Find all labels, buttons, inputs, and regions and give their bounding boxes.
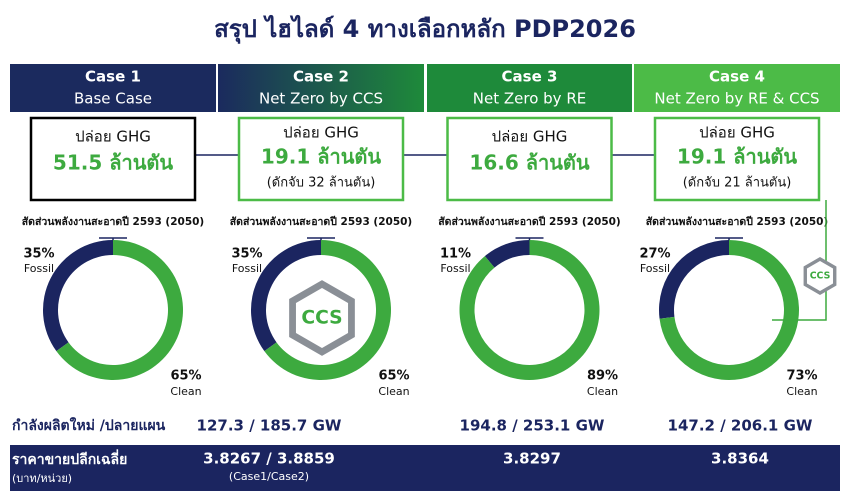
case-header bbox=[634, 64, 840, 112]
clean-label: Clean bbox=[170, 385, 201, 398]
pie-title: สัดส่วนพลังงานสะอาดปี 2593 (2050) bbox=[646, 215, 828, 228]
case-header bbox=[218, 64, 424, 112]
title: สรุป ไฮไลด์ 4 ทางเลือกหลัก PDP2026 bbox=[214, 14, 636, 45]
case-header bbox=[10, 64, 216, 112]
case-name: Case 2 bbox=[293, 68, 349, 86]
price-note: (Case1/Case2) bbox=[229, 470, 309, 483]
ccs-link bbox=[772, 200, 827, 321]
case-name: Case 3 bbox=[502, 68, 558, 86]
ghg-box bbox=[446, 116, 613, 202]
ccs-text: CCS bbox=[301, 308, 342, 329]
price-band bbox=[10, 445, 840, 491]
ccs-icon bbox=[803, 257, 837, 295]
pie-title: สัดส่วนพลังงานสะอาดปี 2593 (2050) bbox=[230, 215, 412, 228]
price-value: 3.8267 / 3.8859 bbox=[203, 450, 335, 468]
case-subtitle: Net Zero by RE bbox=[473, 90, 586, 108]
ghg-label: ปล่อย GHG bbox=[699, 124, 775, 142]
pie-title: สัดส่วนพลังงานสะอาดปี 2593 (2050) bbox=[438, 215, 620, 228]
price-label: ราคาขายปลีกเฉลี่ย bbox=[12, 449, 127, 468]
capacity-label: กำลังผลิตใหม่ /ปลายแผน bbox=[12, 416, 166, 434]
case-subtitle: Net Zero by CCS bbox=[259, 90, 383, 108]
ghg-value: 19.1 ล้านตัน bbox=[677, 145, 797, 169]
case-name: Case 1 bbox=[85, 68, 141, 86]
clean-label: Clean bbox=[378, 385, 409, 398]
capacity-value: 147.2 / 206.1 GW bbox=[668, 417, 813, 435]
pie-slice bbox=[459, 240, 600, 380]
ghg-box bbox=[653, 116, 821, 202]
ghg-capture: (ดักจับ 21 ล้านตัน) bbox=[683, 176, 792, 191]
clean-label: Clean bbox=[587, 385, 618, 398]
fossil-label: Fossil bbox=[232, 262, 262, 275]
fossil-label: Fossil bbox=[640, 262, 670, 275]
case-subtitle: Net Zero by RE & CCS bbox=[654, 90, 819, 108]
pie-slice bbox=[251, 240, 321, 352]
capacity-value: 194.8 / 253.1 GW bbox=[460, 417, 605, 435]
pie-title: สัดส่วนพลังงานสะอาดปี 2593 (2050) bbox=[22, 215, 204, 228]
fossil-value: 35% bbox=[23, 247, 54, 262]
ghg-capture: (ดักจับ 32 ล้านตัน) bbox=[267, 176, 376, 191]
clean-value: 89% bbox=[587, 369, 618, 384]
fossil-label: Fossil bbox=[440, 262, 470, 275]
pie-slice bbox=[658, 240, 729, 319]
pie-slice bbox=[43, 240, 114, 352]
clean-label: Clean bbox=[786, 385, 817, 398]
price-value: 3.8364 bbox=[711, 450, 769, 468]
fossil-label: Fossil bbox=[24, 262, 54, 275]
price-unit: (บาท/หน่วย) bbox=[12, 472, 72, 485]
clean-value: 65% bbox=[378, 369, 409, 384]
ghg-box bbox=[29, 116, 197, 202]
ghg-label: ปล่อย GHG bbox=[283, 124, 359, 142]
ghg-value: 51.5 ล้านตัน bbox=[53, 151, 173, 175]
capacity-value: 127.3 / 185.7 GW bbox=[197, 417, 342, 435]
fossil-value: 27% bbox=[639, 247, 670, 262]
price-value: 3.8297 bbox=[503, 450, 561, 468]
case-name: Case 4 bbox=[709, 68, 765, 86]
clean-value: 65% bbox=[170, 369, 201, 384]
ghg-label: ปล่อย GHG bbox=[492, 128, 568, 146]
case-subtitle: Base Case bbox=[74, 90, 152, 108]
fossil-value: 11% bbox=[440, 247, 471, 262]
clean-value: 73% bbox=[786, 369, 817, 384]
ghg-label: ปล่อย GHG bbox=[75, 128, 151, 146]
case-header bbox=[427, 64, 632, 112]
ghg-value: 19.1 ล้านตัน bbox=[261, 145, 381, 169]
ghg-value: 16.6 ล้านตัน bbox=[469, 151, 589, 175]
pie-slice bbox=[484, 240, 530, 268]
ccs-text: CCS bbox=[810, 271, 831, 282]
fossil-value: 35% bbox=[231, 247, 262, 262]
ghg-box bbox=[237, 116, 405, 202]
ccs-icon bbox=[289, 280, 355, 356]
